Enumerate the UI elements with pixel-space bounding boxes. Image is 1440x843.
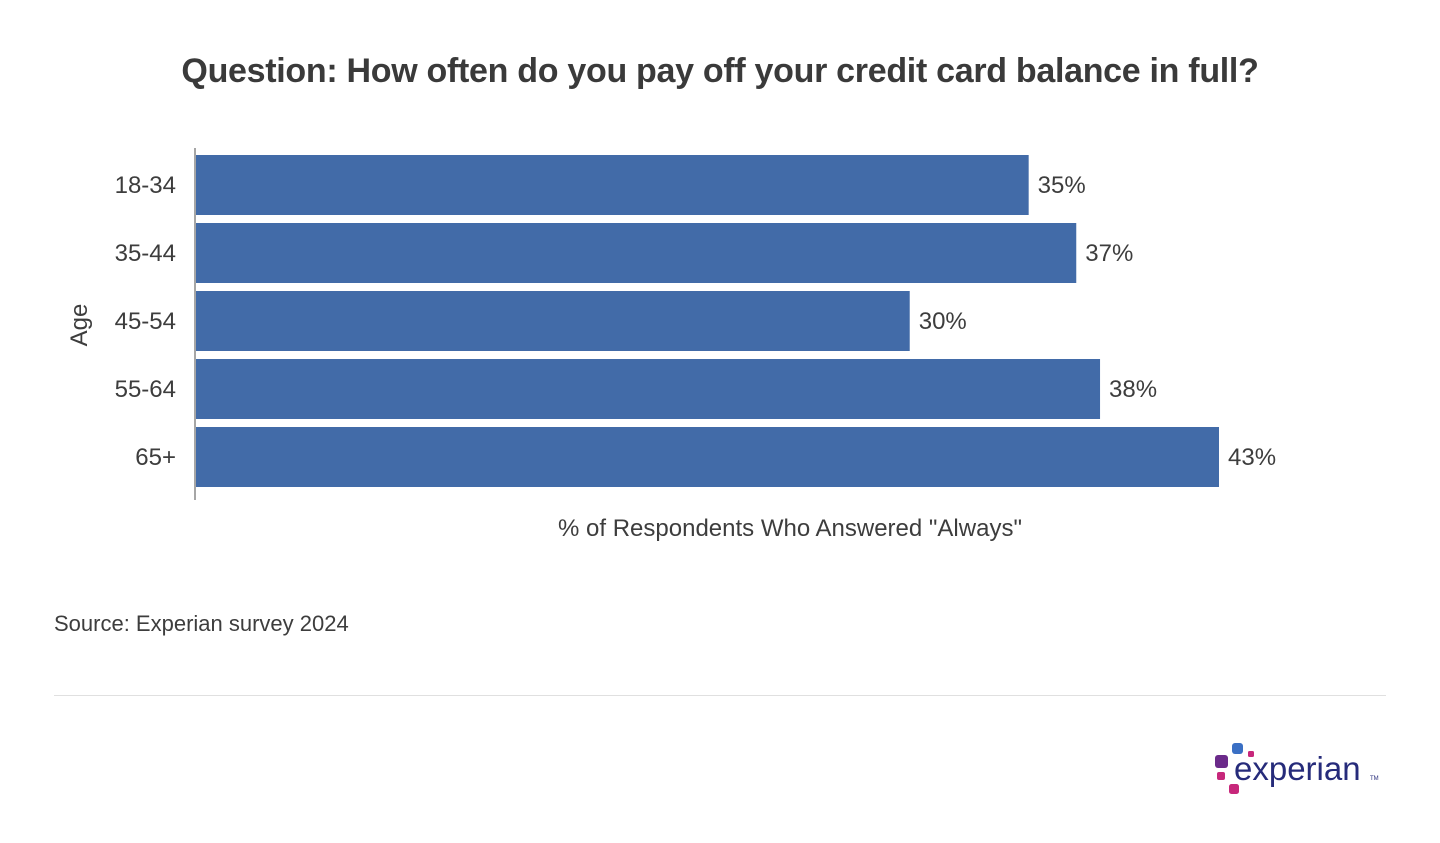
bar-45-54 (196, 291, 910, 351)
y-tick-label: 35-44 (115, 240, 176, 267)
bar-65+ (196, 427, 1219, 487)
y-axis-label: Age (66, 304, 93, 347)
bar-18-34 (196, 155, 1029, 215)
chart-title: Question: How often do you pay off your … (181, 52, 1259, 90)
x-axis-label: % of Respondents Who Answered "Always" (558, 515, 1022, 542)
y-tick-label: 45-54 (115, 308, 176, 335)
svg-text:experian: experian (1234, 750, 1361, 787)
experian-logo: experian TM (1215, 743, 1379, 794)
bar-35-44 (196, 223, 1077, 283)
bar-chart: 18-34 35% 35-44 37% 45-54 30% 55-64 38% 65+ 43% % … (66, 148, 1276, 542)
y-tick-label: 65+ (135, 444, 176, 471)
data-label: 43% (1228, 444, 1276, 471)
y-tick-label: 55-64 (115, 376, 176, 403)
data-label: 35% (1038, 172, 1086, 199)
data-label: 37% (1085, 240, 1133, 267)
divider (54, 695, 1386, 696)
y-tick-label: 18-34 (115, 172, 176, 199)
data-label: 30% (919, 308, 967, 335)
bar-55-64 (196, 359, 1101, 419)
data-label: 38% (1109, 376, 1157, 403)
source-note: Source: Experian survey 2024 (54, 611, 349, 636)
svg-text:TM: TM (1370, 776, 1379, 782)
